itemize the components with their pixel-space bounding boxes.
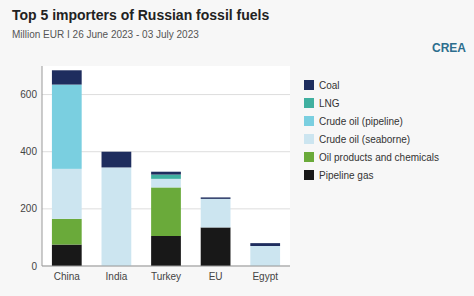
bar-segment [201,198,231,199]
y-tick-label: 600 [20,89,37,100]
bar-segment [250,246,280,266]
bar-segment [151,175,181,179]
bar-segment [201,199,231,228]
legend-label: LNG [319,98,340,109]
bar-segment [102,152,132,168]
legend-swatch [304,98,314,108]
legend-swatch [304,152,314,162]
x-tick-label: China [54,271,81,282]
bar-segment [52,85,82,169]
x-tick-label: India [106,271,128,282]
bar-segment [201,227,231,266]
bar-segment [52,219,82,245]
y-axis: 0 200 400 600 [20,66,290,272]
legend-label: Oil products and chemicals [319,152,439,163]
x-axis: China India Turkey EU Egypt [42,266,290,282]
y-tick-label: 0 [31,261,37,272]
x-axis-line [42,266,290,267]
x-tick-label: EU [209,271,223,282]
legend-swatch [304,134,314,144]
bar-segment [151,172,181,175]
bar-segment [102,167,132,266]
legend-swatch [304,80,314,90]
bar-segment [151,179,181,188]
legend-label: Crude oil (pipeline) [319,116,403,127]
grid-line [42,266,290,267]
background [0,0,474,296]
legend: Coal LNG Crude oil (pipeline) Crude oil (se… [304,80,439,181]
legend-swatch [304,170,314,180]
bar-segment [52,169,82,219]
bar-segment [151,187,181,236]
legend-swatch [304,116,314,126]
title: Top 5 importers of Russian fossil fuels [12,7,269,23]
y-tick-label: 200 [20,203,37,214]
bar-segment [250,243,280,246]
y-axis-line [42,66,43,266]
y-tick-label: 400 [20,146,37,157]
legend-label: Pipeline gas [319,170,373,181]
bar-segment [52,245,82,266]
bar-segment [151,236,181,266]
bar-segment [201,198,231,199]
legend-label: Coal [319,80,340,91]
bar-segment [201,197,231,198]
x-tick-label: Turkey [151,271,181,282]
x-tick-label: Egypt [252,271,278,282]
legend-label: Crude oil (seaborne) [319,134,410,145]
annotation: CREA [432,41,466,55]
bars [52,70,280,266]
subtitle: Million EUR I 26 June 2023 - 03 July 202… [12,29,199,40]
plot-area [42,66,290,266]
bar-segment [52,70,82,84]
chart: Top 5 importers of Russian fossil fuels M… [0,0,474,296]
